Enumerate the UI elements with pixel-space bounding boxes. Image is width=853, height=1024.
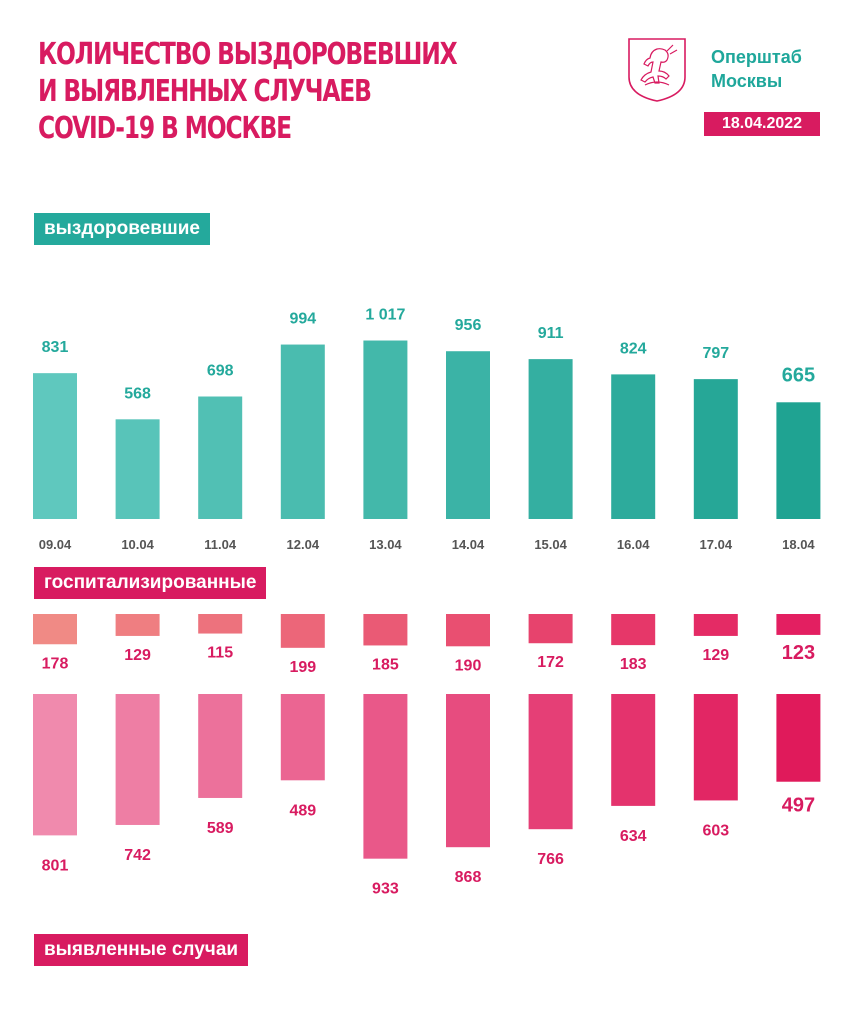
recovered-label: выздоровевшие xyxy=(34,213,210,245)
new-cases-bar xyxy=(528,694,573,830)
new-cases-bar xyxy=(776,694,821,782)
recovered-bar xyxy=(198,396,243,519)
date-tick-label: 12.04 xyxy=(287,537,320,552)
hospitalized-value-label: 115 xyxy=(207,645,233,662)
org-line-1: Оперштаб xyxy=(711,47,802,67)
new-cases-value-label: 589 xyxy=(207,820,234,837)
hospitalized-value-label: 178 xyxy=(42,655,69,672)
hospitalized-value-label: 183 xyxy=(620,656,647,673)
new-cases-value-label: 933 xyxy=(372,881,399,898)
recovered-value-label: 994 xyxy=(289,311,316,328)
hospitalized-value-label: 123 xyxy=(782,642,815,664)
hospitalized-bar xyxy=(776,614,821,635)
new-cases-bar xyxy=(280,694,325,781)
new-cases-value-label: 634 xyxy=(620,828,647,845)
new-cases-bar xyxy=(611,694,656,806)
hospitalized-value-label: 185 xyxy=(372,656,399,673)
new-cases-value-label: 489 xyxy=(289,802,316,819)
new-cases-bar xyxy=(693,694,738,801)
date-tick-label: 09.04 xyxy=(39,537,72,552)
date-tick-label: 10.04 xyxy=(121,537,154,552)
date-tick-label: 18.04 xyxy=(782,537,815,552)
title-line-1: Количество выздоровевших xyxy=(38,37,458,72)
hospitalized-value-label: 129 xyxy=(124,647,151,664)
new-cases-value-label: 742 xyxy=(124,847,151,864)
recovered-value-label: 831 xyxy=(42,339,69,356)
recovered-value-label: 824 xyxy=(620,340,647,357)
recovered-value-label: 797 xyxy=(702,345,729,362)
recovered-bar xyxy=(363,340,408,519)
date-tick-label: 16.04 xyxy=(617,537,650,552)
hospitalized-value-label: 199 xyxy=(289,659,316,676)
recovered-bar xyxy=(33,373,77,519)
recovered-bars: 831 09.04 568 10.04 698 11.04 994 12.04 1 017 13.… xyxy=(33,307,821,552)
new-cases-bar xyxy=(446,694,490,848)
new-cases-value-label: 868 xyxy=(455,869,482,886)
hospitalized-bar xyxy=(115,614,160,636)
title-line-3: COVID-19 в Москве xyxy=(38,111,292,146)
new-cases-value-label: 603 xyxy=(702,822,729,839)
new-cases-value-label: 497 xyxy=(782,795,815,817)
date-tick-label: 13.04 xyxy=(369,537,402,552)
shield-icon xyxy=(628,38,686,102)
hospitalized-bars: 178 129 115 199 185 190 172 183 129 123 xyxy=(33,614,821,676)
org-line-2: Москвы xyxy=(711,71,783,91)
hospitalized-bar xyxy=(33,614,77,645)
recovered-bar xyxy=(115,419,160,519)
hospitalized-bar xyxy=(198,614,243,634)
date-badge: 18.04.2022 xyxy=(704,112,820,136)
new-cases-bars: 801 742 589 489 933 868 766 634 603 497 xyxy=(33,694,821,898)
recovered-bar xyxy=(693,379,738,519)
recovered-bar xyxy=(611,374,656,519)
new-cases-bar xyxy=(115,694,160,825)
page-title: Количество выздоровевших и выявленных сл… xyxy=(38,36,458,147)
hospitalized-bar xyxy=(693,614,738,636)
date-tick-label: 14.04 xyxy=(452,537,485,552)
recovered-value-label: 1 017 xyxy=(365,307,405,324)
date-tick-label: 17.04 xyxy=(700,537,733,552)
new-cases-value-label: 801 xyxy=(42,857,69,874)
hospitalized-bar xyxy=(280,614,325,648)
hospitalized-value-label: 172 xyxy=(537,654,564,671)
hospitalized-label: госпитализированные xyxy=(34,567,267,599)
hospitalized-bar xyxy=(611,614,656,646)
hospitalized-bar xyxy=(528,614,573,644)
recovered-bar xyxy=(528,359,573,519)
hospitalized-value-label: 190 xyxy=(455,657,482,674)
date-tick-label: 15.04 xyxy=(534,537,567,552)
recovered-value-label: 911 xyxy=(538,325,564,342)
recovered-bar xyxy=(280,344,325,519)
hospitalized-bar xyxy=(446,614,490,647)
hospitalized-value-label: 129 xyxy=(702,647,729,664)
hospitalized-bar xyxy=(363,614,408,646)
recovered-value-label: 568 xyxy=(124,385,151,402)
new-cases-value-label: 766 xyxy=(537,851,564,868)
recovered-value-label: 698 xyxy=(207,363,234,380)
new-cases-bar xyxy=(33,694,77,836)
moscow-coat-of-arms-logo xyxy=(627,37,687,103)
new-cases-bar xyxy=(363,694,408,859)
recovered-bar xyxy=(446,351,490,519)
title-line-2: и выявленных случаев xyxy=(38,74,372,109)
date-tick-label: 11.04 xyxy=(204,537,237,552)
recovered-bar xyxy=(776,402,821,519)
recovered-value-label: 665 xyxy=(782,364,815,386)
new-cases-bar xyxy=(198,694,243,798)
org-name: Оперштаб Москвы xyxy=(711,45,802,93)
recovered-value-label: 956 xyxy=(455,317,482,334)
new-cases-label: выявленные случаи xyxy=(34,934,249,966)
